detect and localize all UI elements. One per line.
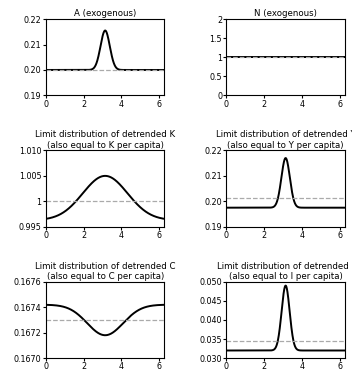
Title: Limit distribution of detrended K
(also equal to K per capita): Limit distribution of detrended K (also …: [35, 130, 175, 150]
Title: N (exogenous): N (exogenous): [254, 9, 317, 18]
Title: A (exogenous): A (exogenous): [74, 9, 136, 18]
Title: Limit distribution of detrended C
(also equal to C per capita): Limit distribution of detrended C (also …: [35, 262, 175, 281]
Title: Limit distribution of detrended Y
(also equal to Y per capita): Limit distribution of detrended Y (also …: [216, 130, 352, 150]
Title: Limit distribution of detrended I
(also equal to I per capita): Limit distribution of detrended I (also …: [217, 262, 352, 281]
